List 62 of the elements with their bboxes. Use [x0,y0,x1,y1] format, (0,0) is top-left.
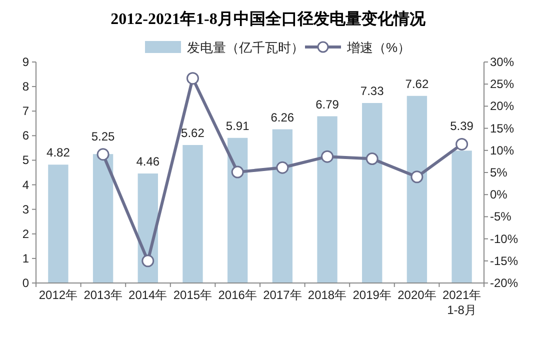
y-tick-label: 2 [22,226,30,241]
data-label: 7.33 [360,84,384,98]
point [231,166,244,178]
y2-tick-label: 0% [490,188,508,202]
bar [272,129,293,283]
point [96,148,110,161]
bar [182,145,203,283]
point [456,138,468,150]
bar [227,138,248,283]
y2-tick-label: 5% [490,166,508,180]
data-label: 7.62 [405,76,429,91]
bar [317,116,338,283]
y2-tick-label: 25% [490,77,514,92]
point [366,152,378,166]
point [186,72,199,85]
x-tick-label: 2014年 [128,288,168,302]
bar [452,150,472,283]
y-tick-label: 9 [22,55,30,69]
y-tick-label: 7 [22,104,30,118]
x-tick-label: 2019年 [352,288,392,302]
x-tick-label: 2017年 [263,288,302,302]
legend-label: 增速（%） [346,40,411,55]
x-tick-label: 2021年 1-8月 [442,288,482,317]
legend-label: 发电量（亿千瓦时） [187,40,304,55]
data-label: 5.25 [91,129,116,144]
x-tick-label: 2015年 [173,288,212,302]
x-tick-label: 2016年 [218,288,257,302]
x-tick-label: 2013年 [84,288,122,302]
y-tick-label: 8 [22,80,30,94]
chart-title: 2012-2021年1-8月中国全口径发电量变化情况 [110,10,426,28]
point [321,150,334,163]
y2-tick-label: -15% [490,254,518,268]
data-label: 5.39 [450,119,474,134]
data-label: 5.91 [226,118,250,133]
y2-tick-label: -20% [490,276,518,290]
point [142,254,154,268]
y2-tick-label: -10% [490,232,518,246]
y2-tick-label: -5% [490,210,512,224]
y-tick-label: 5 [22,153,30,168]
y-tick-label: 1 [22,251,30,266]
y2-tick-label: 30% [490,55,514,69]
x-tick-label: 2018年 [308,288,347,302]
y-tick-label: 6 [22,128,30,143]
data-label: 6.79 [316,97,340,112]
bar [406,96,428,283]
y2-tick-label: 10% [490,143,514,158]
data-label: 4.46 [136,154,160,168]
y-tick-label: 0 [22,276,30,290]
x-tick-label: 2012年 [38,288,78,302]
point [410,170,424,184]
data-label: 5.62 [181,126,205,140]
data-label: 6.26 [270,110,294,124]
bar [92,154,114,283]
point [276,161,289,174]
x-tick-label: 2020年 [398,288,436,302]
y-tick-label: 3 [22,202,30,216]
y-tick-label: 4 [22,178,30,192]
y2-tick-label: 20% [490,99,514,114]
y2-tick-label: 15% [490,121,514,136]
data-label: 4.82 [46,146,70,160]
bar [48,164,68,283]
bar [362,103,382,283]
